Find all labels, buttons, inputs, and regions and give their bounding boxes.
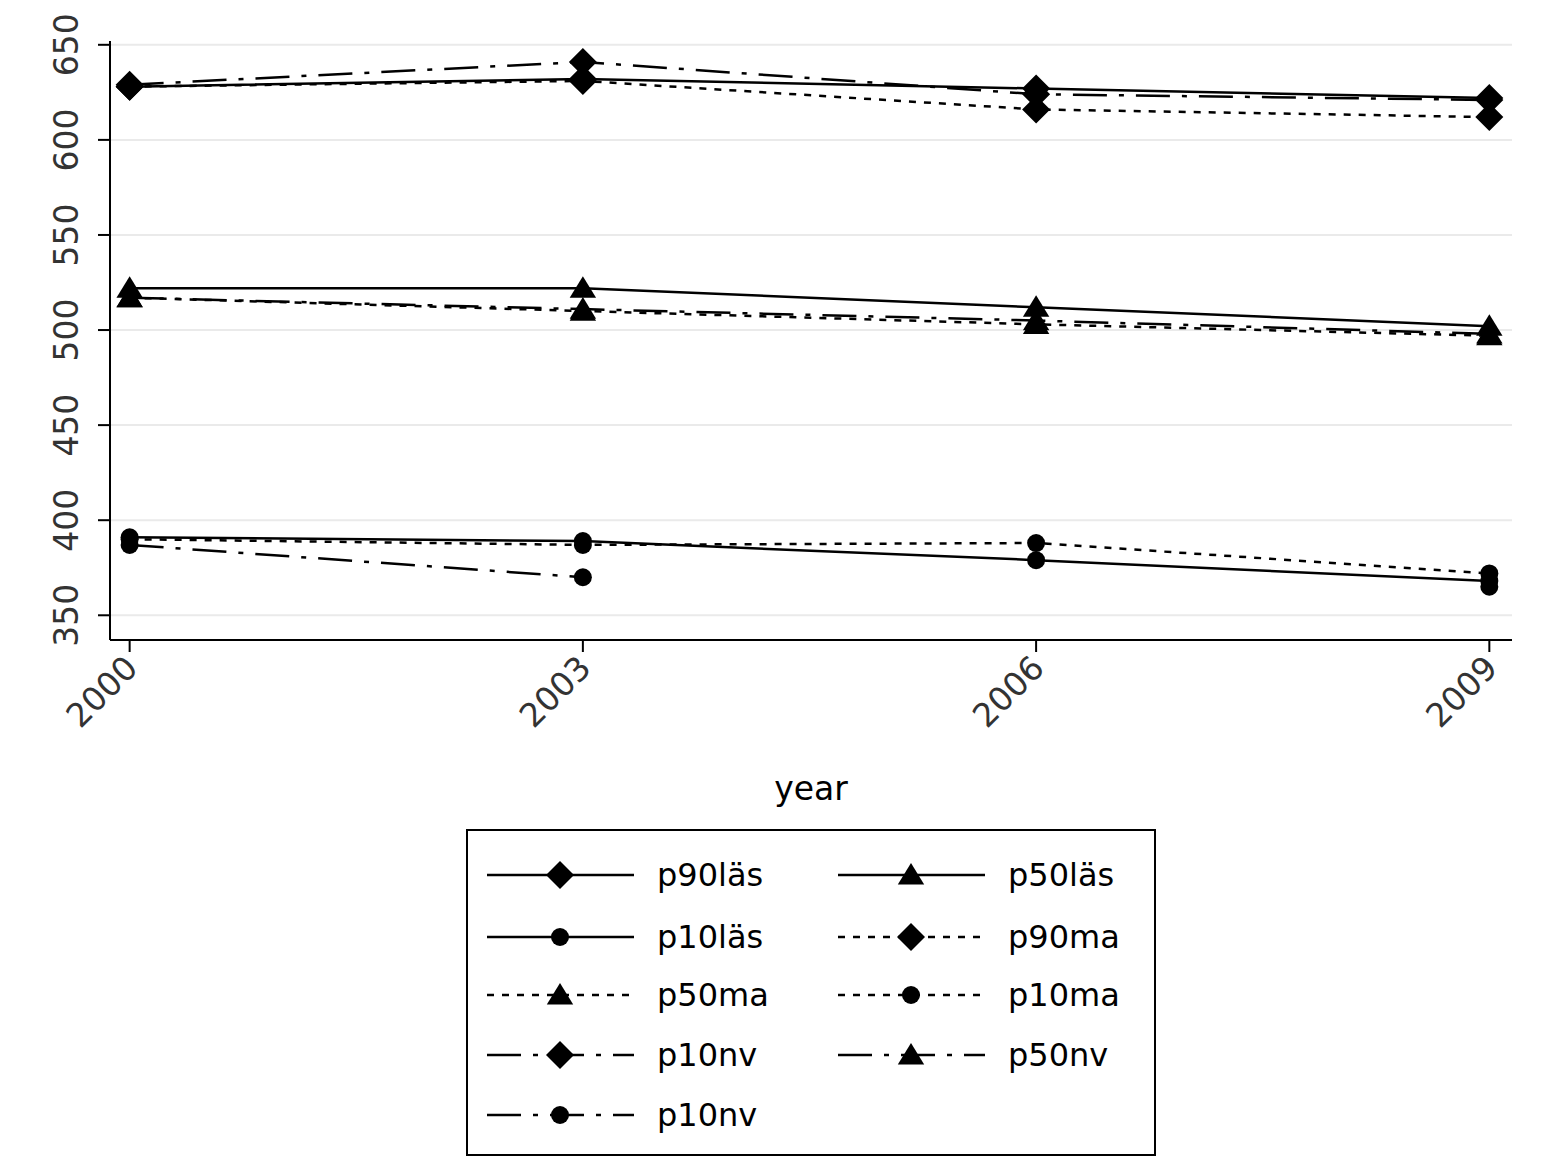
y-tick-label: 650	[47, 13, 86, 76]
legend-marker	[551, 1106, 569, 1124]
series-line	[130, 62, 1490, 100]
legend-label: p10nv	[657, 1096, 757, 1134]
legend-marker	[898, 1043, 924, 1065]
grid-line	[110, 139, 1512, 141]
data-point	[116, 286, 142, 308]
y-tick-label: 550	[47, 203, 86, 266]
data-point	[574, 536, 592, 554]
legend-marker	[898, 863, 924, 885]
y-axis	[109, 41, 111, 640]
legend-label: p90läs	[657, 856, 763, 894]
legend-label: p50nv	[1008, 1036, 1108, 1074]
data-point	[1022, 80, 1050, 108]
y-tick-label: 400	[47, 489, 86, 552]
series-line	[130, 298, 1490, 334]
data-point	[121, 536, 139, 554]
y-tick	[98, 424, 110, 426]
y-tick	[98, 519, 110, 521]
legend-label: p10ma	[1008, 976, 1120, 1014]
data-point	[116, 71, 144, 99]
grid-line	[110, 424, 1512, 426]
plot-area	[116, 48, 1504, 596]
grid-line	[110, 234, 1512, 236]
x-tick	[1035, 640, 1037, 652]
legend-marker	[546, 1041, 574, 1069]
series-line	[130, 288, 1490, 326]
x-tick	[1488, 640, 1490, 652]
grid-line	[110, 44, 1512, 46]
y-tick	[98, 614, 110, 616]
legend-label: p50läs	[1008, 856, 1114, 894]
legend-marker	[551, 928, 569, 946]
legend	[467, 830, 1155, 1155]
data-point	[1027, 534, 1045, 552]
y-tick-label: 500	[47, 299, 86, 362]
data-point	[1027, 551, 1045, 569]
x-axis	[110, 639, 1512, 641]
x-tick-label: 2003	[512, 648, 599, 735]
data-point	[569, 48, 597, 76]
y-tick	[98, 329, 110, 331]
legend-marker	[897, 923, 925, 951]
legend-marker	[547, 983, 573, 1005]
legend-marker	[546, 861, 574, 889]
series-line	[130, 81, 1490, 117]
data-point	[570, 297, 596, 319]
grid-line	[110, 519, 1512, 521]
y-tick-label: 350	[47, 584, 86, 647]
y-tick	[98, 139, 110, 141]
y-tick-label: 450	[47, 394, 86, 457]
data-point	[1476, 322, 1502, 344]
y-tick-label: 600	[47, 108, 86, 171]
x-tick-label: 2006	[965, 648, 1052, 735]
data-point	[116, 286, 142, 308]
legend-marker	[902, 986, 920, 1004]
legend-label: p10nv	[657, 1036, 757, 1074]
data-point	[570, 276, 596, 298]
x-tick	[129, 640, 131, 652]
data-point	[1475, 86, 1503, 114]
x-tick-label: 2000	[58, 648, 145, 735]
series-line	[130, 539, 1490, 573]
data-point	[574, 568, 592, 586]
legend-label: p90ma	[1008, 918, 1120, 956]
chart: 350 400 450 500 550 600 650 2000 2003 2006 2009 yea…	[0, 0, 1550, 1162]
series-line	[130, 298, 1490, 336]
grid-line	[110, 614, 1512, 616]
series-line	[130, 537, 1490, 581]
data-point	[1023, 309, 1049, 331]
x-axis-label: year	[774, 769, 848, 808]
y-tick	[98, 234, 110, 236]
data-point	[1480, 578, 1498, 596]
x-tick	[582, 640, 584, 652]
y-tick	[98, 44, 110, 46]
legend-label: p10läs	[657, 918, 763, 956]
x-tick-label: 2009	[1418, 648, 1505, 735]
legend-label: p50ma	[657, 976, 769, 1014]
series-line	[130, 545, 583, 577]
